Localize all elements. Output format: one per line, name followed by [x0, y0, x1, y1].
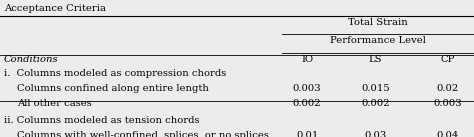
Text: IO: IO — [301, 55, 313, 64]
Text: CP: CP — [441, 55, 455, 64]
Text: 0.01: 0.01 — [296, 131, 319, 137]
Text: ii. Columns modeled as tension chords: ii. Columns modeled as tension chords — [4, 116, 199, 125]
Text: 0.002: 0.002 — [361, 99, 390, 108]
Text: 0.04: 0.04 — [437, 131, 459, 137]
Text: Columns confined along entire length: Columns confined along entire length — [17, 84, 209, 93]
Text: Conditions: Conditions — [4, 55, 58, 64]
Text: i.  Columns modeled as compression chords: i. Columns modeled as compression chords — [4, 69, 226, 78]
Text: Total Strain: Total Strain — [348, 18, 408, 28]
Text: 0.03: 0.03 — [365, 131, 386, 137]
Text: Columns with well-confined  splices, or no splices: Columns with well-confined splices, or n… — [17, 131, 268, 137]
Text: All other cases: All other cases — [17, 99, 91, 108]
Text: Performance Level: Performance Level — [330, 36, 426, 45]
Text: 0.015: 0.015 — [361, 84, 390, 93]
Text: 0.02: 0.02 — [437, 84, 459, 93]
Text: LS: LS — [369, 55, 382, 64]
Text: 0.002: 0.002 — [293, 99, 321, 108]
Text: 0.003: 0.003 — [434, 99, 462, 108]
Text: 0.003: 0.003 — [293, 84, 321, 93]
Text: Acceptance Criteria: Acceptance Criteria — [4, 4, 106, 13]
